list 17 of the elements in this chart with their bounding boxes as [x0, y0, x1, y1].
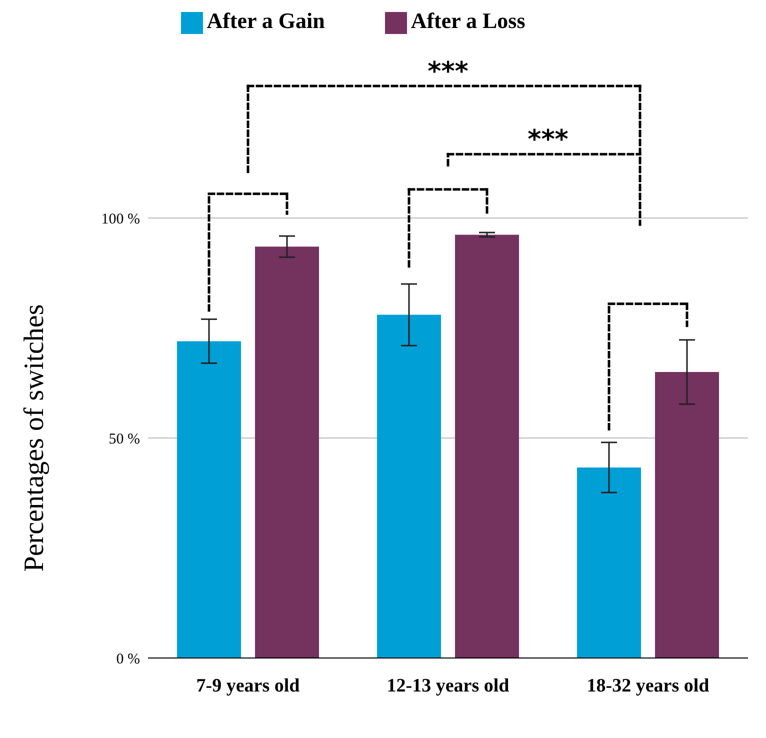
y-tick-label: 0 %: [116, 651, 140, 668]
legend-label: After a Loss: [410, 8, 526, 33]
bar: [255, 246, 319, 658]
y-axis-title: Percentages of switches: [18, 304, 50, 572]
legend-label: After a Gain: [206, 8, 325, 33]
y-tick-label: 100 %: [101, 211, 140, 228]
bar: [655, 372, 719, 658]
bar: [177, 341, 241, 658]
x-tick-label: 12-13 years old: [386, 675, 510, 696]
y-tick-label: 50 %: [108, 431, 140, 448]
text: ***: [528, 125, 569, 156]
bar: [577, 467, 641, 658]
x-tick-label: 7-9 years old: [196, 675, 300, 696]
text: ***: [428, 57, 469, 87]
x-tick-label: 18-32 years old: [586, 675, 710, 696]
bar: [455, 234, 519, 658]
bar: [377, 314, 441, 658]
